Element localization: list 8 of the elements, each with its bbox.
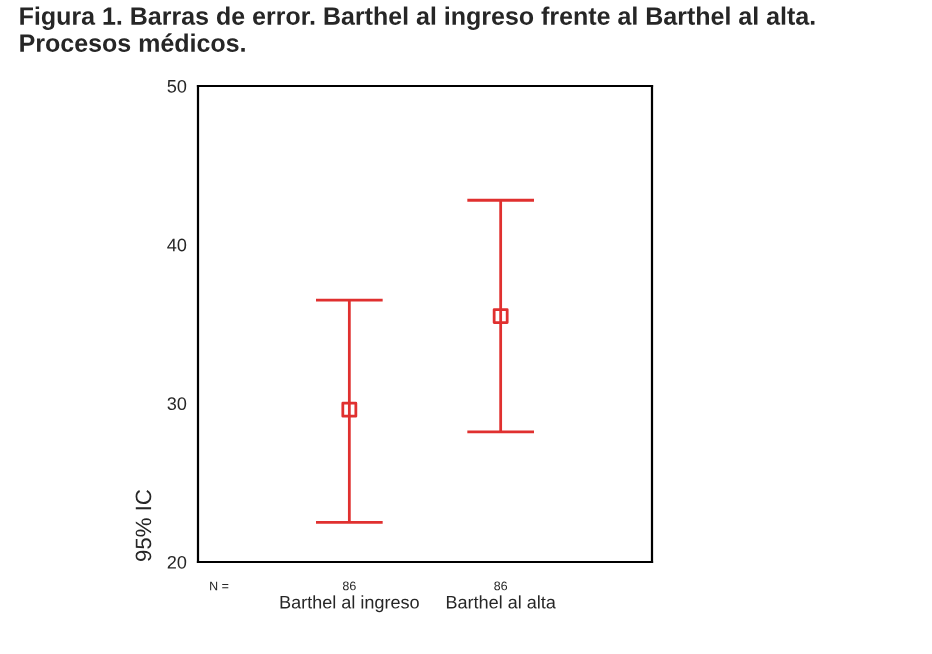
x-tick-label: Barthel al alta bbox=[446, 595, 556, 609]
y-tick-label: 40 bbox=[167, 238, 187, 252]
chart-title: Figura 1. Barras de error. Barthel al ingreso frente al Barthel al alta. Procesos médicos. bbox=[20, 6, 815, 52]
y-tick-label: 20 bbox=[167, 555, 187, 569]
y-tick-label: 50 bbox=[167, 79, 187, 93]
y-axis-title: 95% IC bbox=[135, 489, 152, 561]
y-tick-label: 30 bbox=[167, 397, 187, 411]
x-tick-label: Barthel al ingreso bbox=[280, 595, 419, 613]
